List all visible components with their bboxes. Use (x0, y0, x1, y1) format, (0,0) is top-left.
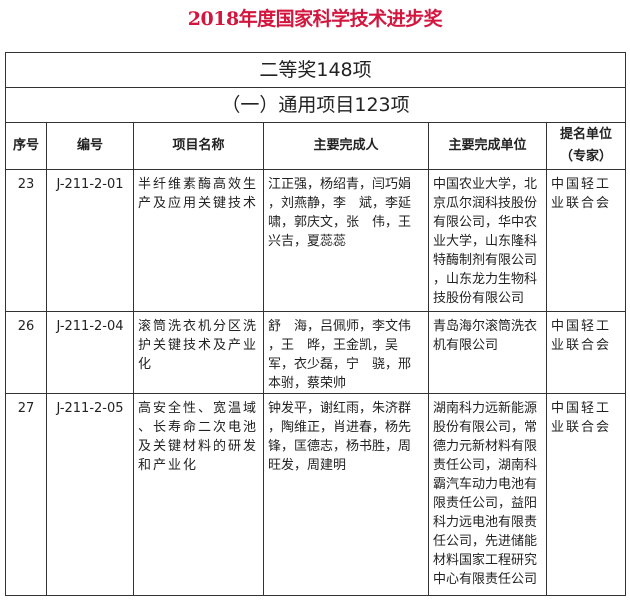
award-table: 二等奖148项 （一）通用项目123项 序号 编号 项目名称 主要完成人 主要完… (4, 52, 627, 596)
cell-line: 京瓜尔润科技股份 (433, 196, 538, 211)
cell-line: ，王 晔，王金凯，吴 (268, 338, 399, 353)
cell-line: 技股份有限公司 (433, 291, 525, 306)
header-seq: 序号 (5, 122, 47, 170)
cell-line: 江正强，杨绍青，闫巧娟 (268, 177, 412, 192)
cell-line: 和产业化 (138, 458, 199, 473)
subsection-heading: （一）通用项目123项 (4, 87, 627, 123)
cell-people: 钟发平，谢红雨，朱济群 ，陶维正，肖进春，杨先 锋，匡德志，杨书胜，周 旺发，周建明 (263, 393, 429, 596)
cell-line: ，刘燕静，李 斌，李延 (268, 196, 412, 211)
page-title: 2018年度国家科学技术进步奖 (187, 8, 443, 30)
cell-line: 有限公司，华中农 (433, 215, 538, 230)
cell-line: 业大学，山东隆科 (433, 234, 538, 249)
cell-line: 半纤维素酶高效生 (138, 177, 259, 192)
cell-line: 兴吉，夏蕊蕊 (268, 234, 347, 249)
cell-line: 高安全性、宽温域 (138, 401, 259, 416)
header-nominator: 提名单位 （专家） (545, 122, 627, 170)
cell-line: 霸汽车动力电池有 (433, 477, 538, 492)
table-row: 23 J-211-2-01 半纤维素酶高效生 产及应用关键技术 江正强，杨绍青，闫巧娟，… (5, 169, 627, 312)
cell-line: 中国轻工 (551, 177, 612, 192)
cell-line: 限责任公司，益阳 (433, 496, 538, 511)
cell-line: ，山东龙力生物科 (433, 272, 538, 287)
cell-nominator: 中国轻工 业联合会 (545, 169, 627, 312)
cell-line: 中国轻工 (551, 319, 612, 334)
cell-line: 材料国家工程研究 (433, 553, 538, 568)
cell-line: 锋，匡德志，杨书胜，周 (268, 439, 412, 454)
cell-nominator: 中国轻工 业联合会 (545, 393, 627, 596)
cell-nominator: 中国轻工 业联合会 (545, 311, 627, 394)
cell-people: 舒 海，吕佩师，李文伟 ，王 晔，王金凯，吴 军，衣少磊，宁 骁，邢 本驸，蔡荣帅 (263, 311, 429, 394)
cell-line: 业联合会 (551, 338, 612, 353)
cell-line: 责任公司，湖南科 (433, 458, 538, 473)
header-name: 项目名称 (133, 122, 264, 170)
table-row: 27 J-211-2-05 高安全性、宽温域 、长寿命二次电池 及关键材料的研发 和产业化… (5, 393, 627, 596)
cell-name: 半纤维素酶高效生 产及应用关键技术 (133, 169, 264, 312)
cell-line: 中心有限责任公司 (433, 572, 538, 587)
cell-line: 本驸，蔡荣帅 (268, 376, 347, 391)
cell-line: 青岛海尔滚筒洗衣 (433, 319, 538, 334)
cell-units: 中国农业大学，北 京瓜尔润科技股份 有限公司，华中农 业大学，山东隆科 特酶制剂有限公司… (428, 169, 547, 312)
cell-line: 产及应用关键技术 (138, 196, 259, 211)
cell-people: 江正强，杨绍青，闫巧娟 ，刘燕静，李 斌，李延 啸，郭庆文，张 伟，王 兴吉，夏蕊蕊 (263, 169, 429, 312)
cell-line: 旺发，周建明 (268, 458, 347, 473)
cell-line: 中国农业大学，北 (433, 177, 538, 192)
cell-line: 化 (138, 357, 154, 372)
cell-line: 业联合会 (551, 420, 612, 435)
cell-name: 高安全性、宽温域 、长寿命二次电池 及关键材料的研发 和产业化 (133, 393, 264, 596)
cell-units: 湖南科力远新能源 股份有限公司，常 德力元新材料有限 责任公司，湖南科 霸汽车动力电池有… (428, 393, 547, 596)
header-people: 主要完成人 (263, 122, 429, 170)
cell-line: 滚筒洗衣机分区洗 (138, 319, 259, 334)
cell-line: 科力远电池有限责 (433, 515, 538, 530)
cell-line: 机有限公司 (433, 338, 499, 353)
cell-line: 特酶制剂有限公司 (433, 253, 538, 268)
cell-line: 钟发平，谢红雨，朱济群 (268, 401, 412, 416)
section-heading: 二等奖148项 (4, 52, 627, 88)
cell-line: 、长寿命二次电池 (138, 420, 259, 435)
cell-line: 业联合会 (551, 196, 612, 211)
cell-seq: 27 (5, 393, 47, 596)
cell-seq: 23 (5, 169, 47, 312)
cell-name: 滚筒洗衣机分区洗 护关键技术及产业化 (133, 311, 264, 394)
cell-code: J-211-2-05 (46, 393, 134, 596)
cell-code: J-211-2-01 (46, 169, 134, 312)
cell-line: 股份有限公司，常 (433, 420, 538, 435)
cell-line: 任公司，先进储能 (433, 534, 538, 549)
header-units: 主要完成单位 (428, 122, 547, 170)
cell-line: 德力元新材料有限 (433, 439, 538, 454)
cell-line: 护关键技术及产业 (138, 338, 259, 353)
cell-line: 舒 海，吕佩师，李文伟 (268, 319, 412, 334)
cell-units: 青岛海尔滚筒洗衣 机有限公司 (428, 311, 547, 394)
cell-line: 啸，郭庆文，张 伟，王 (268, 215, 412, 230)
header-row: 序号 编号 项目名称 主要完成人 主要完成单位 提名单位 （专家） (5, 122, 627, 170)
cell-line: 中国轻工 (551, 401, 612, 416)
cell-line: 及关键材料的研发 (138, 439, 259, 454)
cell-line: ，陶维正，肖进春，杨先 (268, 420, 412, 435)
table-row: 26 J-211-2-04 滚筒洗衣机分区洗 护关键技术及产业化舒 海，吕佩师，李文伟… (5, 311, 627, 394)
cell-line: 军，衣少磊，宁 骁，邢 (268, 357, 412, 372)
cell-code: J-211-2-04 (46, 311, 134, 394)
cell-seq: 26 (5, 311, 47, 394)
cell-line: 湖南科力远新能源 (433, 401, 538, 416)
header-code: 编号 (46, 122, 134, 170)
